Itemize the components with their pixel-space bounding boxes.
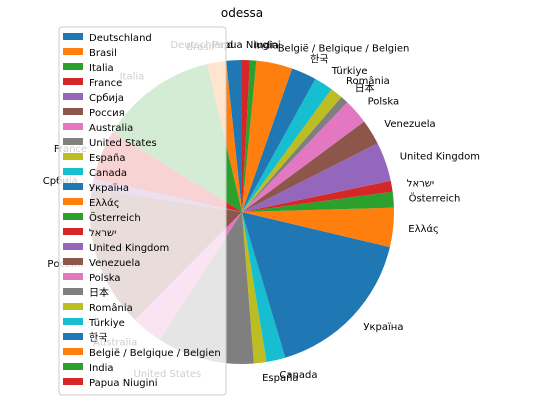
pie-slice-10 bbox=[242, 212, 390, 358]
legend-swatch-15 bbox=[63, 258, 83, 265]
legend-entry-20: 한국 bbox=[89, 332, 107, 344]
legend-swatch-0 bbox=[63, 33, 83, 40]
legend-swatch-19 bbox=[63, 318, 83, 325]
legend-swatch-17 bbox=[63, 288, 83, 295]
pie-slice-18 bbox=[242, 89, 342, 212]
legend-swatch-11 bbox=[63, 198, 83, 205]
legend-entry-6: Australia bbox=[89, 123, 133, 134]
slice-label-23: Papua Niugini bbox=[212, 40, 281, 51]
legend-entry-23: Papua Niugini bbox=[89, 378, 158, 389]
legend-entry-17: 日本 bbox=[89, 286, 109, 299]
slice-label-15: Venezuela bbox=[384, 119, 435, 130]
legend-entry-4: Србија bbox=[89, 92, 124, 104]
legend-entry-1: Brasil bbox=[89, 48, 117, 59]
legend-entry-3: France bbox=[89, 78, 122, 89]
legend-entry-0: Deutschland bbox=[89, 33, 152, 44]
legend-entry-13: ישראל bbox=[89, 228, 116, 239]
legend-swatch-18 bbox=[63, 303, 83, 310]
slice-label-8: España bbox=[262, 373, 298, 384]
slice-label-16: Polska bbox=[368, 97, 400, 108]
legend-swatch-6 bbox=[63, 123, 83, 130]
legend-entry-15: Venezuela bbox=[89, 258, 140, 269]
legend-entry-9: Canada bbox=[89, 168, 127, 179]
slice-label-17: 日本 bbox=[355, 82, 375, 95]
slice-label-13: ישראל bbox=[407, 179, 434, 190]
legend-swatch-22 bbox=[63, 363, 83, 370]
slice-label-19: Türkiye bbox=[331, 66, 368, 77]
legend-swatch-10 bbox=[63, 183, 83, 190]
legend-swatch-20 bbox=[63, 333, 83, 340]
legend-swatch-13 bbox=[63, 228, 83, 235]
slice-label-18: România bbox=[346, 75, 390, 87]
legend-frame bbox=[58, 26, 227, 396]
legend-entry-8: España bbox=[89, 153, 125, 164]
legend-entry-11: Ελλάς bbox=[89, 197, 120, 209]
legend-entry-19: Türkiye bbox=[88, 318, 125, 329]
pie-slice-13 bbox=[242, 180, 393, 212]
legend-entry-12: Österreich bbox=[89, 211, 141, 224]
slice-label-22: India bbox=[254, 40, 279, 51]
legend-entry-16: Polska bbox=[89, 273, 121, 284]
chart-title: odessa bbox=[221, 6, 263, 20]
pie-slice-0 bbox=[226, 60, 242, 212]
legend-entry-21: België / Belgique / Belgien bbox=[89, 348, 221, 359]
legend-swatch-4 bbox=[63, 93, 83, 100]
legend-entry-22: India bbox=[89, 363, 114, 374]
slice-label-20: 한국 bbox=[310, 53, 328, 65]
slice-label-14: United Kingdom bbox=[400, 152, 480, 163]
pie-slice-12 bbox=[242, 191, 394, 212]
pie-slice-21 bbox=[242, 60, 293, 212]
slice-label-12: Österreich bbox=[409, 191, 461, 204]
pie-slice-20 bbox=[242, 68, 316, 212]
legend-entry-10: Україна bbox=[89, 183, 129, 194]
pie-slice-14 bbox=[242, 143, 391, 212]
legend-entry-2: Italia bbox=[89, 63, 114, 74]
legend-entry-5: Россия bbox=[89, 108, 125, 119]
legend-swatch-9 bbox=[63, 168, 83, 175]
legend-swatch-14 bbox=[63, 243, 83, 250]
legend: Deutschland Brasil Italia France Србија Росси… bbox=[58, 26, 227, 396]
pie-slice-9 bbox=[242, 212, 286, 362]
slice-label-9: Canada bbox=[279, 370, 317, 381]
legend-swatch-23 bbox=[63, 378, 83, 385]
legend-swatch-8 bbox=[63, 153, 83, 160]
pie-slice-19 bbox=[242, 78, 332, 212]
pie-slice-11 bbox=[242, 207, 394, 248]
pie-slice-16 bbox=[242, 102, 365, 212]
slice-label-21: België / Belgique / Belgien bbox=[278, 44, 410, 55]
legend-swatch-7 bbox=[63, 138, 83, 145]
pie-slice-15 bbox=[242, 121, 378, 212]
pie-slice-8 bbox=[242, 212, 267, 364]
legend-swatch-3 bbox=[63, 78, 83, 85]
legend-entry-14: United Kingdom bbox=[89, 243, 169, 254]
legend-swatch-21 bbox=[63, 348, 83, 355]
legend-swatch-5 bbox=[63, 108, 83, 115]
legend-swatch-16 bbox=[63, 273, 83, 280]
slice-label-11: Ελλάς bbox=[408, 223, 439, 235]
legend-swatch-1 bbox=[63, 48, 83, 55]
pie-slice-23 bbox=[242, 60, 250, 212]
pie-slice-17 bbox=[242, 97, 348, 212]
pie-slice-22 bbox=[242, 60, 257, 212]
legend-swatch-12 bbox=[63, 213, 83, 220]
legend-entry-18: România bbox=[89, 302, 133, 314]
legend-entry-7: United States bbox=[89, 138, 157, 149]
slice-label-10: Україна bbox=[363, 322, 403, 333]
legend-swatch-2 bbox=[63, 63, 83, 70]
